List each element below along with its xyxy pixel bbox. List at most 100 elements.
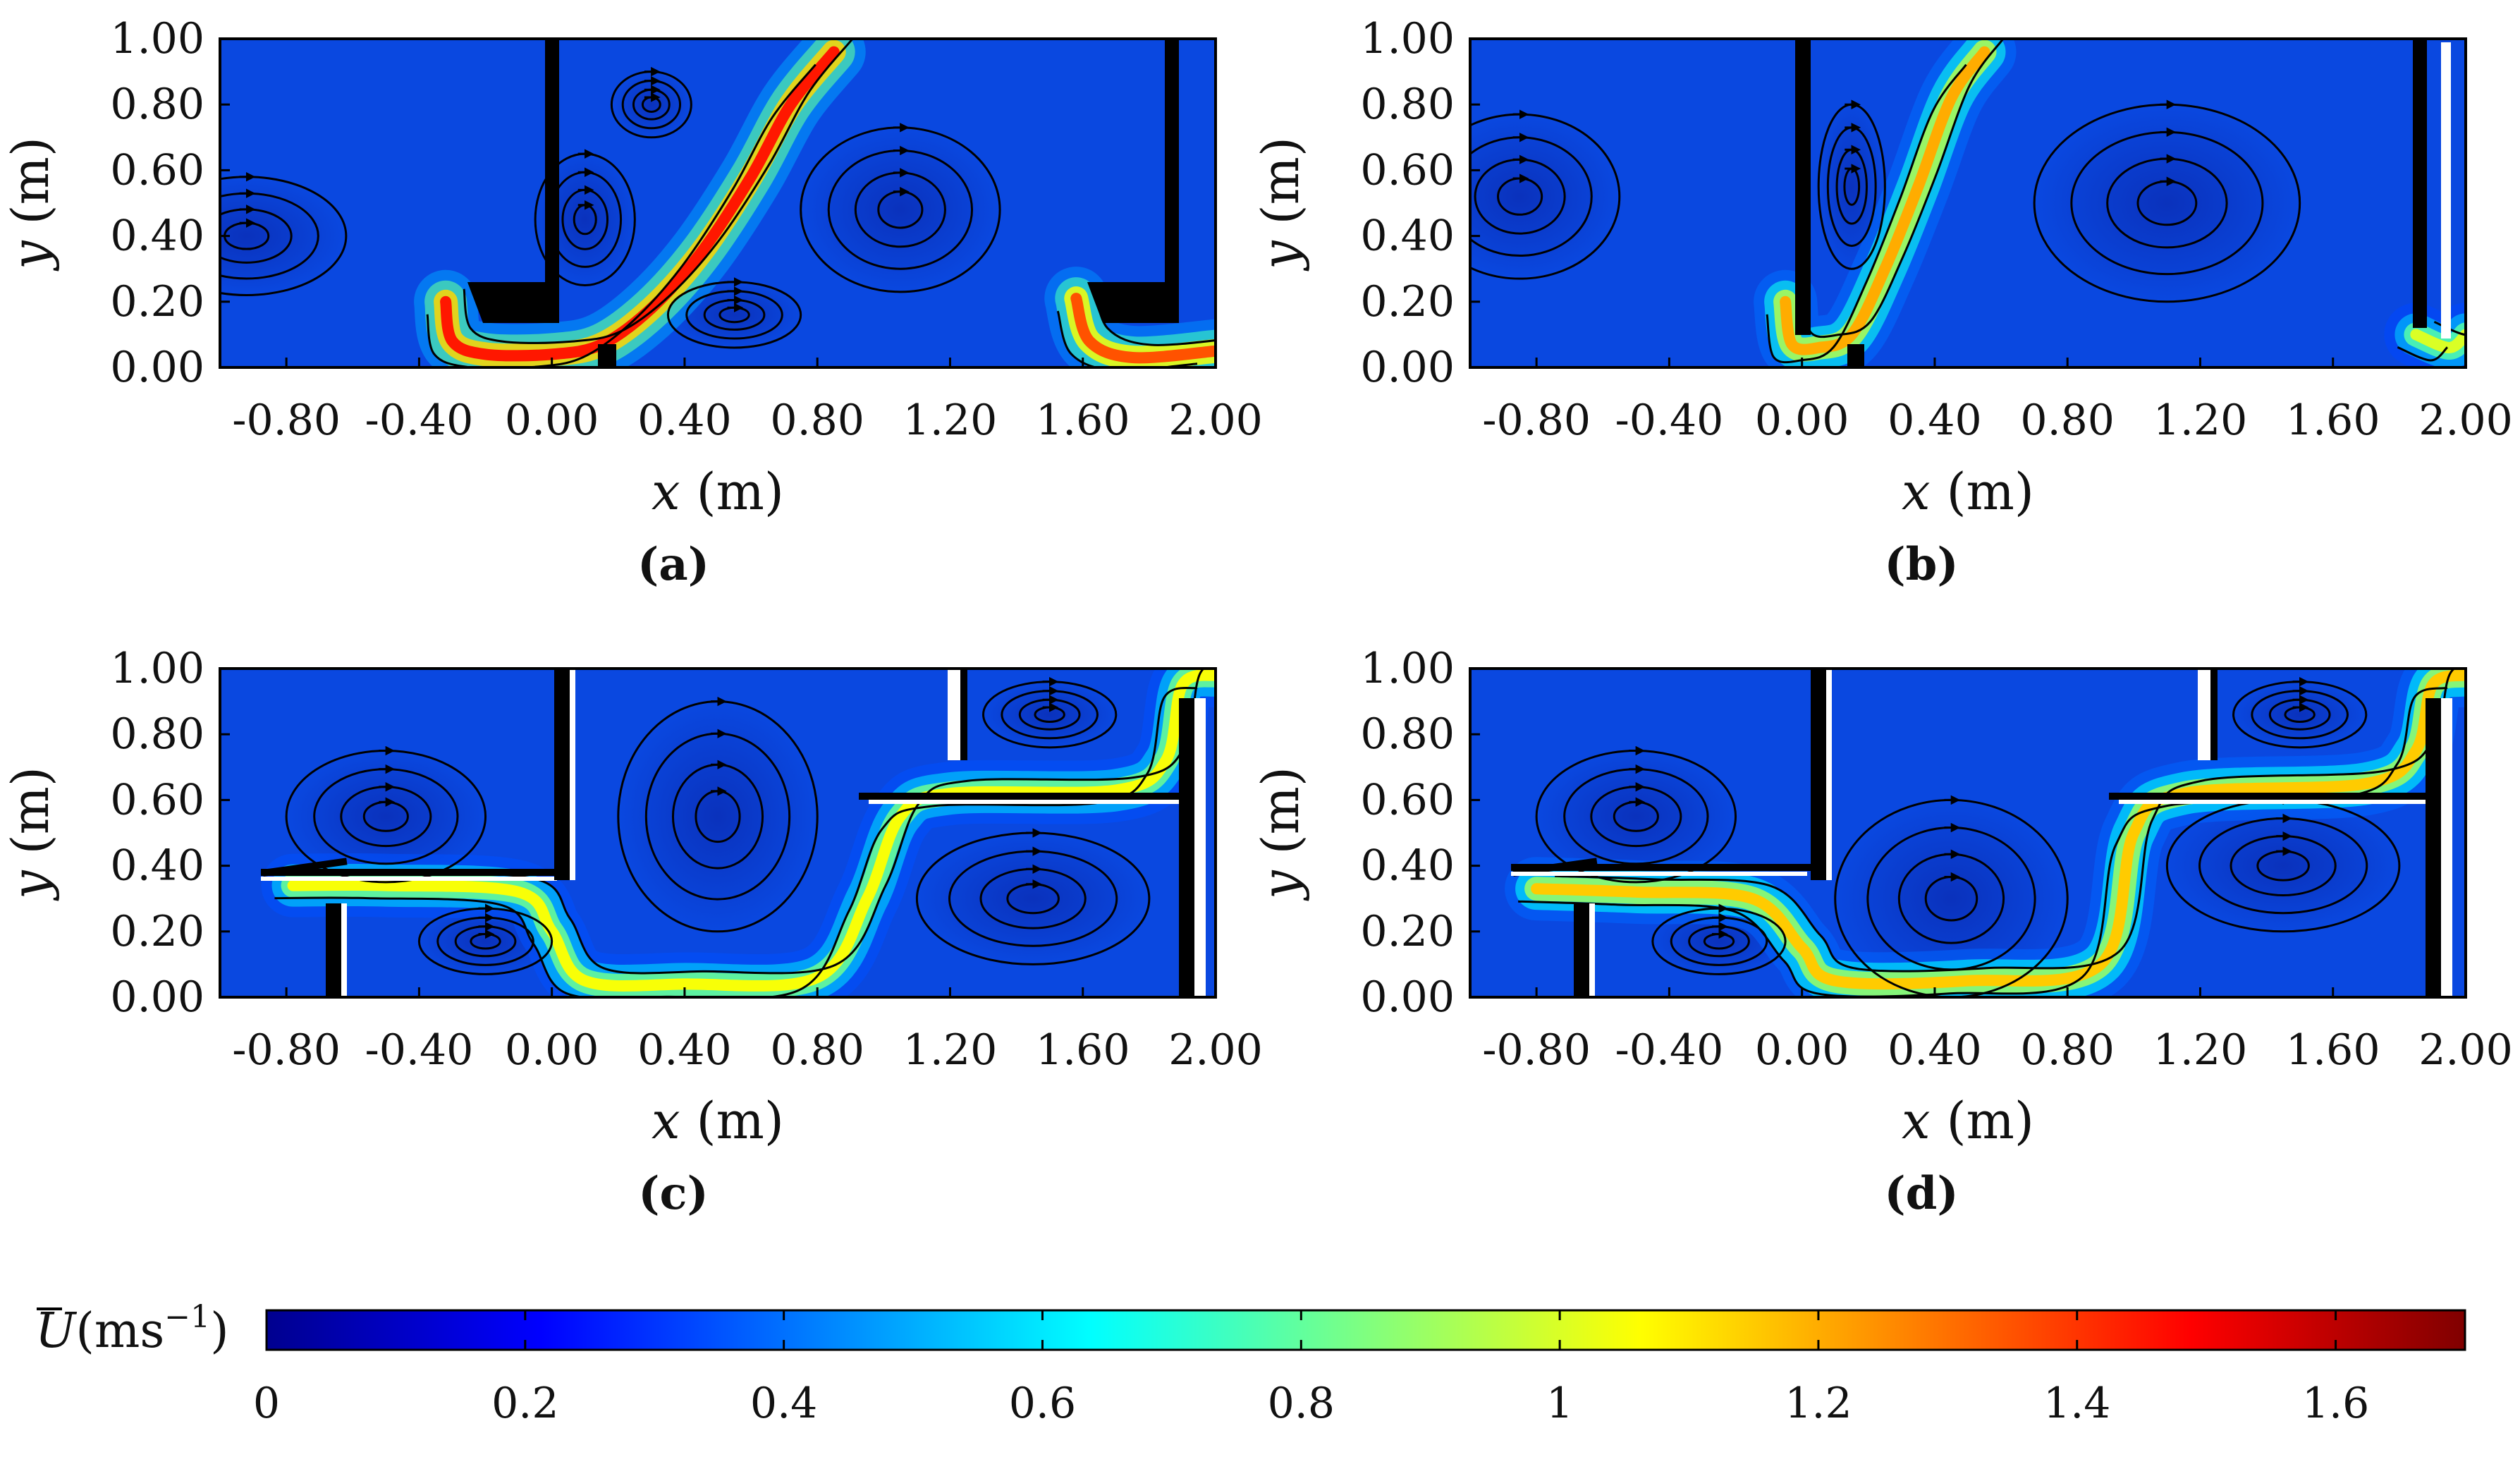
x-axis-var: x — [1902, 462, 1931, 521]
velocity-jet — [440, 46, 840, 362]
x-tick-label: -0.80 — [232, 1025, 341, 1075]
y-axis-label: y (m) — [1251, 767, 1310, 901]
panel-label: (a) — [637, 538, 709, 591]
y-tick-label: 0.60 — [1360, 145, 1455, 195]
x-tick-label: -0.40 — [365, 396, 473, 445]
x-axis-var: x — [652, 1091, 680, 1150]
x-axis-label: x (m) — [652, 1091, 784, 1150]
colorbar-tick-label: 0 — [253, 1379, 280, 1428]
plot-frame — [219, 667, 1217, 999]
x-tick-label: 0.40 — [1888, 396, 1982, 445]
velocity-jets — [414, 39, 1216, 367]
x-tick-label: 0.40 — [637, 396, 732, 445]
y-axis-label: y (m) — [1, 137, 60, 272]
velocity-jets — [1754, 39, 2466, 367]
y-tick-label: 0.60 — [110, 145, 204, 195]
y-tick-label: 0.20 — [1360, 907, 1455, 956]
panel-a: -0.80 -0.40 0.00 0.40 0.80 1.20 1.60 2.00 0.00 0… — [1, 14, 1263, 591]
y-tick-label: 1.00 — [1360, 14, 1455, 63]
x-axis-var: x — [652, 462, 680, 521]
velocity-field — [1470, 39, 2466, 367]
y-tick-label: 0.80 — [1360, 80, 1455, 129]
panel-b: -0.80 -0.40 0.00 0.40 0.80 1.20 1.60 2.00 0.000… — [1251, 14, 2513, 591]
x-tick-label: 0.80 — [770, 396, 864, 445]
y-tick-label: 0.80 — [1360, 709, 1455, 759]
baffles — [1795, 39, 2451, 367]
vortex-core — [800, 127, 1001, 292]
y-tick-label: 0.00 — [110, 343, 204, 392]
colorbar-tick-label: 0.2 — [491, 1379, 558, 1428]
x-tick-label: 0.00 — [1755, 1025, 1849, 1075]
velocity-jets — [1505, 669, 2466, 997]
colorbar-unit: (ms — [75, 1303, 164, 1359]
y-tick-label: 0.20 — [110, 907, 204, 956]
y-tick-label: 1.00 — [110, 644, 204, 693]
y-ticks: 0.00 0.20 0.40 0.60 0.80 1.00 — [1360, 14, 1480, 392]
y-ticks: 0.00 0.20 0.40 0.60 0.80 1.00 — [110, 14, 230, 392]
y-tick-label: 0.80 — [110, 709, 204, 759]
x-tick-label: -0.40 — [1615, 1025, 1723, 1075]
y-tick-label: 0.60 — [110, 775, 204, 824]
y-tick-label: 0.20 — [1360, 277, 1455, 327]
x-tick-label: 0.00 — [505, 396, 599, 445]
streamline — [1766, 63, 1967, 364]
x-tick-label: 1.20 — [2153, 1025, 2248, 1075]
y-axis-unit: (m) — [1251, 767, 1310, 870]
x-ticks: -0.80 -0.40 0.00 0.40 0.80 1.20 1.60 2.00 — [1482, 987, 2513, 1075]
x-tick-label: 2.00 — [2418, 396, 2513, 445]
colorbar-label: U(ms−1) — [35, 1299, 229, 1359]
x-tick-label: -0.80 — [232, 396, 341, 445]
colorbar: U(ms−1) 0 0.2 0.4 0.6 0.8 1 1.2 1.4 1.6 — [35, 1299, 2466, 1428]
y-tick-label: 0.00 — [1360, 973, 1455, 1022]
y-axis-var: y — [1251, 240, 1310, 272]
x-tick-label: -0.40 — [1615, 396, 1723, 445]
vortex-core — [1835, 800, 2068, 997]
baffles — [261, 669, 1206, 997]
colorbar-tick-label: 1.2 — [1785, 1379, 1852, 1428]
colorbar-tick-label: 1.4 — [2043, 1379, 2110, 1428]
x-tick-label: 1.60 — [2286, 1025, 2380, 1075]
velocity-jet — [1780, 46, 1990, 355]
velocity-field — [1470, 669, 2466, 997]
vortex-regions — [1470, 104, 2300, 302]
y-ticks: 0.00 0.20 0.40 0.60 0.80 1.00 — [110, 644, 230, 1022]
y-tick-label: 0.40 — [110, 212, 204, 261]
y-axis-var: y — [1, 240, 60, 272]
x-ticks: -0.80 -0.40 0.00 0.40 0.80 1.20 1.60 2.00 — [232, 358, 1263, 445]
y-tick-label: 0.40 — [1360, 212, 1455, 261]
streamline — [463, 39, 853, 344]
y-axis-unit: (m) — [1, 137, 60, 240]
colorbar-ticks: 0 0.2 0.4 0.6 0.8 1 1.2 1.4 1.6 — [253, 1310, 2369, 1428]
plot-frame — [219, 37, 1217, 369]
x-tick-label: 1.60 — [1036, 1025, 1130, 1075]
vortex-core — [618, 701, 818, 932]
colorbar-tick-label: 1 — [1546, 1379, 1573, 1428]
x-tick-label: 0.80 — [2020, 396, 2115, 445]
streamline — [1518, 686, 2448, 997]
streamline — [1555, 669, 2457, 973]
velocity-jet — [287, 669, 1216, 992]
velocity-jet — [1531, 669, 2466, 990]
plot-frame — [1469, 667, 2467, 999]
x-tick-label: 1.20 — [903, 396, 998, 445]
y-tick-label: 0.60 — [1360, 775, 1455, 824]
panel-label: (b) — [1884, 538, 1958, 591]
x-tick-label: 0.00 — [1755, 396, 1849, 445]
x-axis-var: x — [1902, 1091, 1931, 1150]
colorbar-gradient — [265, 1309, 2466, 1351]
panel-d: -0.80 -0.40 0.00 0.40 0.80 1.20 1.60 2.00 0.000… — [1251, 644, 2513, 1220]
colorbar-tick-label: 0.4 — [750, 1379, 817, 1428]
streamline — [426, 63, 816, 367]
y-tick-label: 1.00 — [110, 14, 204, 63]
x-axis-label: x (m) — [1902, 1091, 2034, 1150]
x-tick-label: 1.60 — [1036, 396, 1130, 445]
y-ticks: 0.00 0.20 0.40 0.60 0.80 1.00 — [1360, 644, 1480, 1022]
x-ticks: -0.80 -0.40 0.00 0.40 0.80 1.20 1.60 2.00 — [1482, 358, 2513, 445]
panel-c: -0.80 -0.40 0.00 0.40 0.80 1.20 1.60 2.00 0.000… — [1, 644, 1263, 1220]
x-axis-label: x (m) — [652, 462, 784, 521]
x-tick-label: 1.20 — [903, 1025, 998, 1075]
colorbar-tick-label: 1.6 — [2302, 1379, 2369, 1428]
y-axis-label: y (m) — [1251, 137, 1310, 272]
x-tick-label: 2.00 — [1168, 396, 1263, 445]
